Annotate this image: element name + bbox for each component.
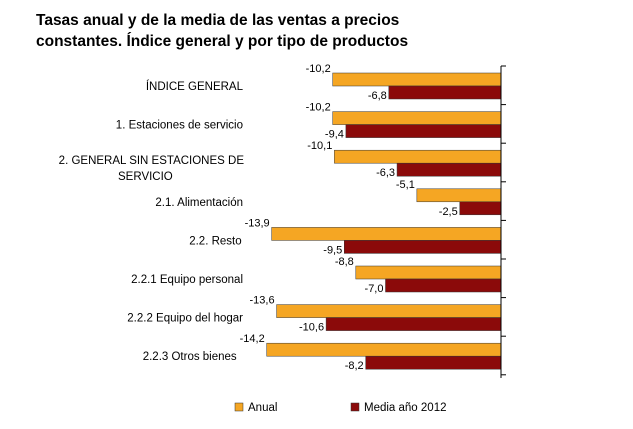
bars-group xyxy=(266,72,502,370)
bar xyxy=(334,149,502,164)
bar-value-label: -6,8 xyxy=(368,90,387,102)
bar xyxy=(266,342,502,357)
bar xyxy=(385,278,502,293)
legend-swatch xyxy=(234,402,244,412)
category-label: 2. GENERAL SIN ESTACIONES DE SERVICIO xyxy=(59,155,245,183)
bar xyxy=(345,124,502,138)
bar xyxy=(271,227,502,241)
bar xyxy=(365,355,502,370)
bar-value-label: -7,0 xyxy=(365,283,384,295)
category-label: 1. Estaciones de servicio xyxy=(116,120,243,132)
legend: Anual Media año 2012 xyxy=(234,402,446,414)
bar-value-label: -2,5 xyxy=(439,206,458,218)
category-labels: ÍNDICE GENERAL 1. Estaciones de servicio 2… xyxy=(59,80,245,363)
bar-value-label: -9,4 xyxy=(325,129,344,141)
axis-ticks xyxy=(501,65,506,376)
bar-value-label: -13,6 xyxy=(250,295,275,307)
bar-value-label: -9,5 xyxy=(323,244,342,256)
value-labels: -10,2 -10,2 -10,1 -5,1 -13,9 -8,8 -13,6 -14,2 -6… xyxy=(240,63,458,372)
bar-value-label: -10,6 xyxy=(299,322,324,334)
bar-value-label: -10,2 xyxy=(306,63,331,75)
bar xyxy=(332,111,502,125)
bar xyxy=(416,188,502,203)
bar xyxy=(325,317,502,331)
bar xyxy=(459,201,502,216)
legend-label: Media año 2012 xyxy=(364,402,446,414)
category-label: 2.2.2 Equipo del hogar xyxy=(127,313,243,325)
bar-value-label: -10,1 xyxy=(307,140,332,152)
category-label: 2.2. Resto xyxy=(189,235,241,247)
bar-value-label: -13,9 xyxy=(245,217,270,229)
bar-value-label: -8,8 xyxy=(335,256,354,268)
bar xyxy=(388,85,502,100)
bar xyxy=(396,162,502,177)
bar xyxy=(355,265,502,280)
bar xyxy=(344,240,502,254)
category-label: 2.2.3 Otros bienes xyxy=(143,351,237,363)
bar-value-label: -8,2 xyxy=(345,360,364,372)
chart-title: Tasas anual y de la media de las ventas … xyxy=(36,12,409,50)
legend-swatch xyxy=(350,402,360,412)
bar xyxy=(332,72,502,87)
legend-label: Anual xyxy=(248,402,277,414)
category-label: 2.2.1 Equipo personal xyxy=(131,274,243,286)
bar xyxy=(276,304,502,318)
category-label: ÍNDICE GENERAL xyxy=(146,80,244,93)
category-label: 2.1. Alimentación xyxy=(155,197,243,209)
bar-value-label: -6,3 xyxy=(376,167,395,179)
bar-value-label: -10,2 xyxy=(306,102,331,114)
bar-value-label: -14,2 xyxy=(240,333,265,345)
bar-value-label: -5,1 xyxy=(396,179,415,191)
